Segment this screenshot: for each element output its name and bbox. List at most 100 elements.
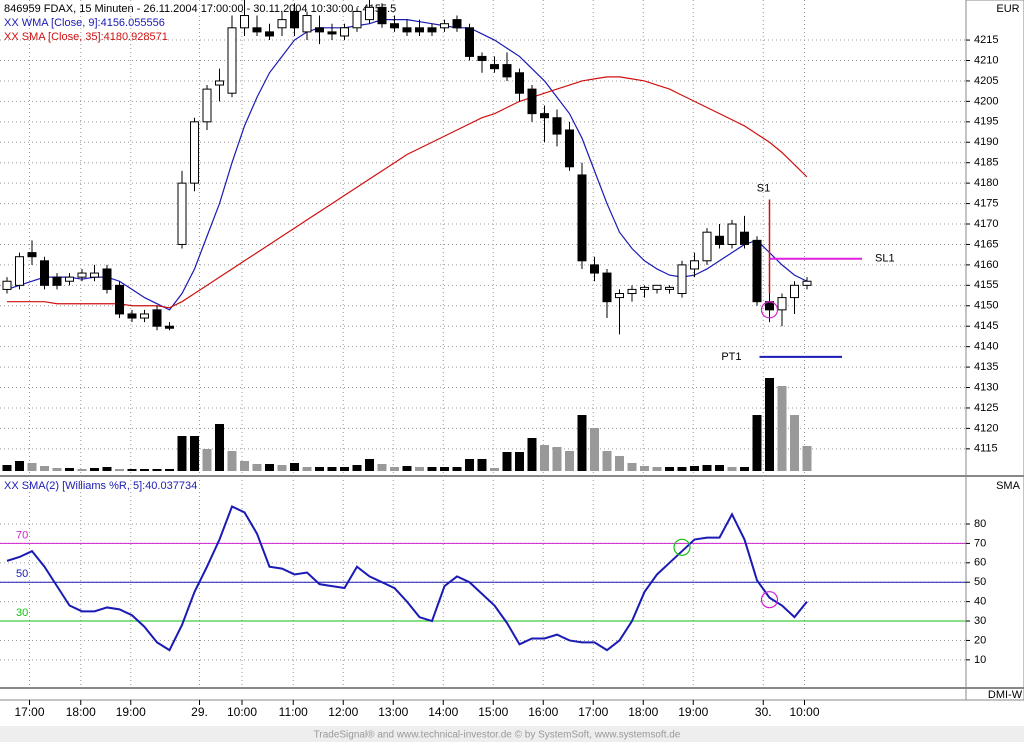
candle-body (140, 313, 149, 319)
y-tick-label: 4130 (974, 381, 998, 393)
candle-body (627, 288, 637, 295)
volume-bar (640, 466, 649, 471)
volume-bar (765, 378, 774, 471)
candle-body (340, 27, 349, 37)
y-tick-label: 50 (974, 576, 986, 588)
volume-bar (627, 463, 637, 471)
volume-bar (602, 451, 612, 471)
x-tick-label: 30. (755, 705, 772, 719)
volume-bar (690, 466, 699, 471)
volume-bar (215, 424, 224, 471)
volume-bar (802, 446, 812, 471)
x-tick-label: 10:00 (227, 705, 257, 719)
y-tick-label: 4120 (974, 422, 998, 434)
candle-body (590, 264, 599, 274)
volume-bar (240, 461, 249, 471)
candle-body (527, 88, 537, 115)
y-tick-label: 4175 (974, 197, 998, 209)
volume-bar (40, 466, 49, 471)
candle-body (752, 239, 762, 303)
volume-bar (790, 415, 799, 471)
candle-body (727, 223, 737, 245)
volume-bar (515, 452, 524, 471)
y-tick-label: 4140 (974, 341, 998, 353)
candle-body (665, 286, 674, 290)
volume-bar (527, 438, 537, 471)
x-tick-label: 29. (191, 705, 208, 719)
y-tick-label: 4135 (974, 361, 998, 373)
candle-body (2, 280, 12, 290)
axis-area (965, 0, 1024, 701)
axis-label: SMA (996, 480, 1021, 492)
volume-bar (15, 461, 24, 471)
volume-bar (102, 467, 112, 471)
marker-circle (760, 591, 779, 609)
volume-bar (590, 428, 599, 471)
candle-body (652, 284, 662, 290)
candle-body (415, 27, 424, 33)
legend-entry: XX SMA [Close, 35]:4180.928571 (4, 31, 168, 43)
volume-bar (440, 467, 449, 471)
candle-body (490, 64, 499, 70)
target-label: PT1 (721, 351, 741, 363)
volume-bar (615, 456, 624, 471)
y-tick-label: 4125 (974, 402, 998, 414)
y-tick-label: 70 (974, 537, 986, 549)
level-label: 30 (16, 607, 28, 619)
volume-bar (277, 465, 287, 471)
candle-body (565, 129, 574, 168)
volume-bar (490, 468, 499, 471)
volume-bar (315, 467, 324, 471)
volume-bar (577, 415, 587, 471)
volume-bar (65, 468, 74, 471)
volume-bar (390, 467, 399, 471)
indicator-title: XX SMA(2) [Williams %R, 5]:40.037734 (4, 480, 197, 492)
candle-body (365, 6, 374, 21)
y-tick-label: 4200 (974, 95, 998, 107)
candle-body (440, 23, 449, 29)
candle-body (615, 293, 624, 299)
indicator-line (6, 505, 808, 652)
candle-body (502, 64, 512, 78)
candle-body (427, 27, 437, 33)
axis-label: EUR (996, 3, 1019, 15)
x-tick-label: 18:00 (66, 705, 96, 719)
x-tick-label: 11:00 (279, 705, 308, 719)
candle-body (27, 252, 37, 258)
marker-circle (673, 538, 691, 556)
volume-bar (165, 469, 174, 471)
candle-body (240, 15, 249, 29)
x-tick-label: 12:00 (328, 705, 358, 719)
volume-bar (265, 464, 274, 471)
volume-bar (377, 464, 387, 471)
y-tick-label: 4165 (974, 238, 998, 250)
target-label: SL1 (875, 253, 895, 265)
candle-body (452, 19, 462, 29)
candle-body (52, 276, 62, 286)
volume-bar (152, 469, 162, 471)
candle-body (390, 23, 399, 29)
level-label: 50 (16, 568, 28, 580)
legend-entry: XX WMA [Close, 9]:4156.055556 (4, 17, 165, 29)
volume-bar (477, 459, 487, 471)
y-tick-label: 4160 (974, 259, 998, 271)
candle-body (127, 313, 137, 319)
y-tick-label: 80 (974, 518, 986, 530)
candle-body (252, 27, 262, 33)
candle-body (90, 272, 99, 278)
candle-body (290, 10, 299, 29)
candle-body (215, 80, 224, 86)
volume-bar (127, 469, 137, 471)
candle-body (277, 19, 287, 29)
candle-body (352, 10, 362, 29)
volume-bar (140, 469, 149, 471)
candle-body (690, 260, 699, 270)
candle-body (552, 117, 562, 135)
footer: TradeSignal® and www.technical-investor.… (314, 730, 681, 741)
candle-body (640, 286, 649, 290)
volume-bar (290, 463, 299, 471)
x-tick-label: 18:00 (628, 705, 658, 719)
candle-body (315, 27, 324, 33)
candle-body (65, 276, 74, 282)
